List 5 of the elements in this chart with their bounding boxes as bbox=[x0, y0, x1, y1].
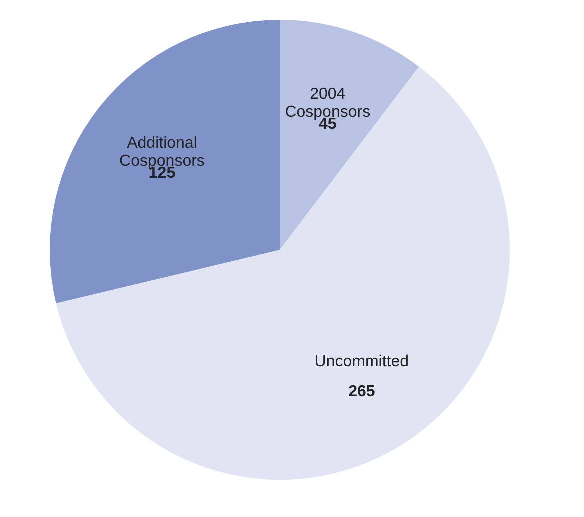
slice-label: Uncommitted bbox=[314, 354, 410, 371]
pie-slice bbox=[280, 20, 420, 250]
data-label: 265 bbox=[348, 384, 376, 401]
pie-slice bbox=[56, 66, 510, 480]
pie-slice bbox=[50, 20, 280, 304]
